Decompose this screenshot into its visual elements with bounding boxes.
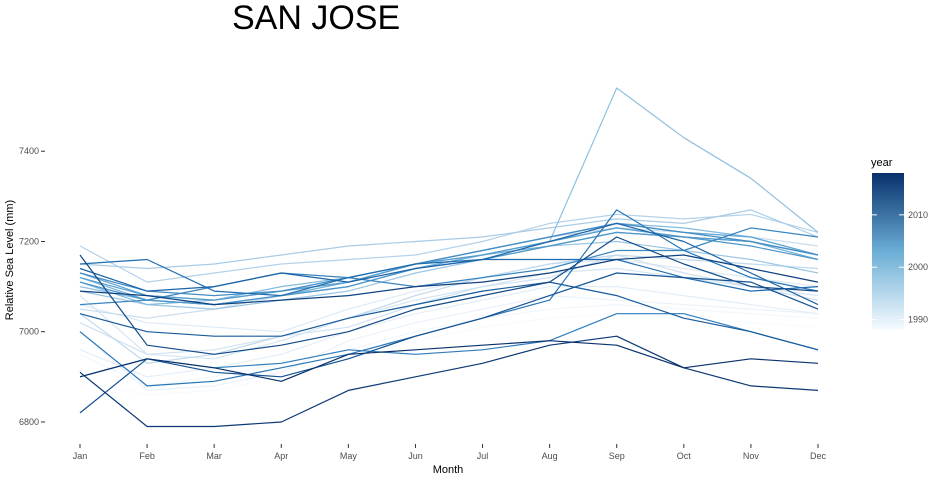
series-line-2012 — [79, 222, 819, 306]
series-line-1996 — [79, 254, 819, 364]
x-tick-label: Oct — [677, 451, 692, 461]
x-axis-label: Month — [433, 464, 464, 476]
series-line-1988 — [79, 313, 819, 396]
series-line-2007 — [79, 222, 819, 297]
series-lines — [79, 87, 819, 428]
x-axis: Jan Feb Mar Apr May Jun Jul Aug Sep Oct Nov Dec — [73, 444, 827, 461]
y-axis: 6800 7000 7200 7400 — [19, 146, 45, 427]
series-line-2011 — [79, 258, 819, 297]
x-tick-label: Dec — [810, 451, 827, 461]
x-tick-label: Jun — [408, 451, 423, 461]
x-tick-label: Jul — [477, 451, 489, 461]
series-line-2005 — [79, 227, 819, 301]
legend-colorbar — [872, 173, 904, 330]
series-line-2013 — [79, 281, 819, 351]
x-tick-label: Feb — [139, 451, 155, 461]
y-tick-label: 7400 — [19, 146, 39, 156]
chart-title: SAN JOSE — [232, 0, 400, 37]
series-line-1994 — [79, 254, 819, 355]
series-line-2016 — [79, 254, 819, 306]
series-line-2014 — [79, 272, 819, 414]
series-line-1990 — [79, 295, 819, 391]
series-line-2015 — [79, 236, 819, 355]
x-tick-label: Apr — [274, 451, 288, 461]
x-tick-label: Jan — [73, 451, 88, 461]
series-line-1997 — [79, 213, 819, 283]
y-tick-label: 7000 — [19, 327, 39, 337]
series-line-1989 — [79, 304, 819, 387]
color-legend: year 1990 2000 2010 — [871, 157, 928, 330]
y-tick-label: 7200 — [19, 236, 39, 246]
series-line-1995 — [79, 227, 819, 319]
x-tick-label: Nov — [743, 451, 760, 461]
series-line-1999 — [79, 240, 819, 310]
y-axis-label: Relative Sea Level (mm) — [4, 200, 16, 320]
series-line-1998 — [79, 209, 819, 270]
series-line-2017 — [79, 335, 819, 428]
legend-tick-label: 2000 — [908, 262, 928, 272]
x-tick-label: Aug — [542, 451, 558, 461]
x-tick-label: Mar — [206, 451, 222, 461]
legend-tick-label: 1990 — [908, 315, 928, 325]
series-line-1993 — [79, 267, 819, 360]
y-tick-label: 6800 — [19, 417, 39, 427]
series-line-1991 — [79, 286, 819, 378]
series-line-2018 — [79, 340, 819, 382]
legend-tick-label: 2010 — [908, 210, 928, 220]
x-tick-label: May — [340, 451, 358, 461]
legend-title: year — [871, 157, 893, 169]
x-tick-label: Sep — [609, 451, 625, 461]
